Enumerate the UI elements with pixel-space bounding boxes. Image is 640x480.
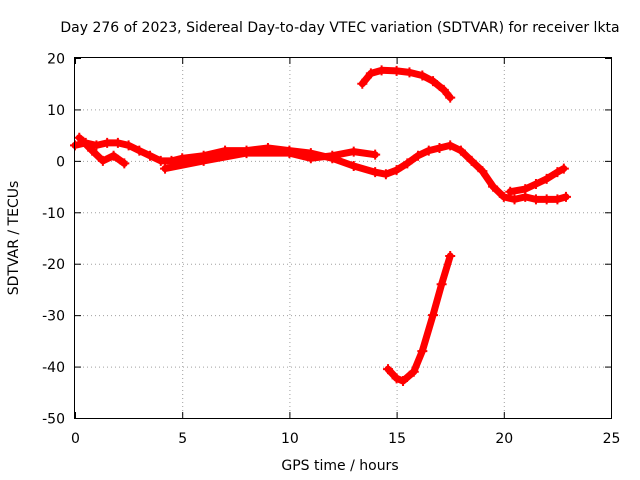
data-point bbox=[560, 191, 571, 202]
data-point bbox=[498, 191, 509, 202]
data-point bbox=[404, 67, 415, 78]
data-point bbox=[134, 145, 145, 156]
data-point bbox=[541, 173, 552, 184]
data-point bbox=[112, 137, 123, 148]
data-point bbox=[327, 150, 338, 161]
data-point bbox=[428, 310, 439, 321]
data-point bbox=[383, 364, 394, 375]
data-series bbox=[70, 65, 571, 386]
data-point bbox=[434, 143, 445, 153]
data-point bbox=[417, 70, 428, 81]
data-point bbox=[91, 140, 102, 151]
data-point bbox=[123, 140, 134, 151]
data-point bbox=[436, 279, 447, 290]
data-point bbox=[284, 148, 295, 159]
data-point bbox=[466, 155, 477, 166]
data-point bbox=[530, 194, 541, 205]
data-point bbox=[558, 163, 569, 174]
data-point bbox=[357, 78, 368, 89]
data-point bbox=[348, 161, 359, 171]
data-point bbox=[541, 194, 552, 205]
data-point bbox=[445, 251, 456, 261]
data-point bbox=[305, 153, 316, 164]
data-point bbox=[102, 137, 113, 148]
data-point bbox=[402, 158, 413, 169]
data-point bbox=[445, 140, 456, 151]
y-tick-label: 20 bbox=[47, 52, 65, 68]
x-tick-label: 10 bbox=[281, 431, 299, 447]
data-point bbox=[155, 155, 166, 166]
data-point bbox=[398, 375, 409, 386]
data-point bbox=[423, 145, 434, 156]
data-point bbox=[119, 158, 130, 169]
x-tick-label: 15 bbox=[388, 431, 406, 447]
data-point bbox=[391, 373, 402, 384]
x-axis-label: GPS time / hours bbox=[281, 458, 398, 474]
data-point bbox=[370, 149, 381, 160]
x-tick-label: 0 bbox=[71, 431, 80, 447]
y-tick-label: -10 bbox=[42, 206, 65, 222]
data-point bbox=[428, 76, 439, 87]
data-point bbox=[488, 181, 499, 192]
data-point bbox=[552, 167, 563, 178]
data-point bbox=[108, 150, 119, 161]
data-point bbox=[413, 150, 424, 161]
y-axis-label: SDTVAR / TECUs bbox=[6, 181, 22, 296]
data-point bbox=[198, 155, 209, 166]
data-point bbox=[160, 163, 171, 174]
data-point bbox=[380, 169, 391, 180]
x-tick-label: 20 bbox=[495, 431, 513, 447]
y-tick-label: -50 bbox=[42, 412, 65, 428]
y-tick-label: -20 bbox=[42, 257, 65, 273]
y-tick-label: -40 bbox=[42, 360, 65, 376]
data-point bbox=[552, 194, 563, 205]
data-point bbox=[74, 132, 85, 143]
plot-frame bbox=[74, 57, 612, 419]
data-point bbox=[348, 146, 359, 157]
data-point bbox=[376, 65, 387, 76]
y-tick-label: 0 bbox=[56, 154, 65, 170]
y-tick-label: -30 bbox=[42, 309, 65, 325]
data-point bbox=[505, 186, 516, 197]
data-point bbox=[530, 179, 541, 189]
x-tick-label: 5 bbox=[178, 431, 187, 447]
data-point bbox=[241, 148, 252, 159]
data-point bbox=[455, 145, 466, 156]
data-point bbox=[145, 150, 156, 161]
data-point bbox=[365, 68, 376, 79]
chart-title: Day 276 of 2023, Sidereal Day-to-day VTE… bbox=[60, 20, 619, 36]
data-point bbox=[438, 84, 449, 95]
x-tick-label: 25 bbox=[603, 431, 621, 447]
data-point bbox=[520, 184, 531, 195]
data-point bbox=[477, 166, 488, 177]
data-point bbox=[509, 194, 520, 205]
data-point bbox=[87, 145, 98, 156]
data-point bbox=[445, 92, 456, 103]
data-point bbox=[97, 155, 108, 166]
axis-ticks: 0 5 10 15 20 25 20 10 0 -10 -20 -30 -40 -50 bbox=[42, 52, 620, 448]
y-tick-label: 10 bbox=[47, 103, 65, 119]
data-point bbox=[391, 165, 402, 176]
data-point bbox=[391, 65, 402, 76]
data-point bbox=[370, 167, 381, 178]
data-point bbox=[408, 366, 419, 377]
data-point bbox=[417, 346, 428, 357]
